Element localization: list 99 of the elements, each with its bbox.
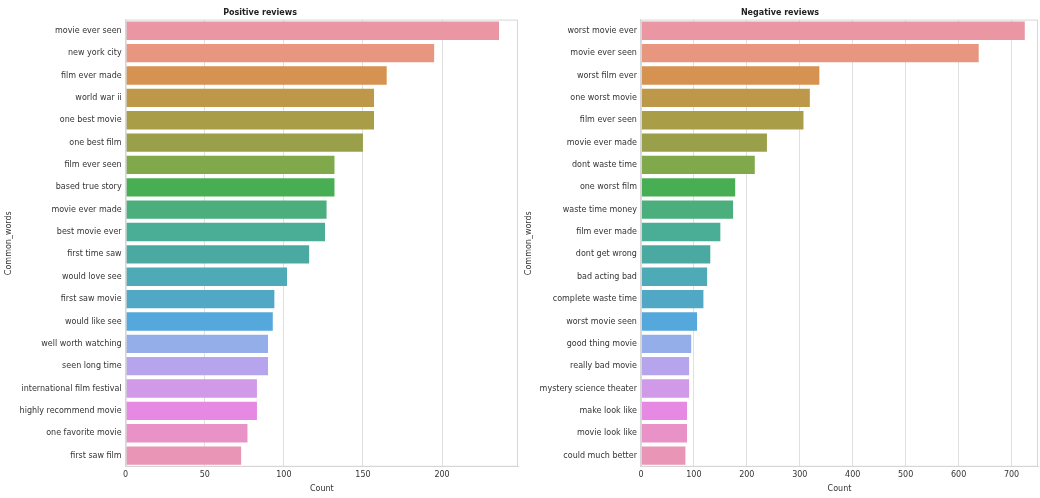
x-tick-label: 100 — [686, 469, 702, 479]
bar — [641, 289, 704, 309]
y-tick-label: one favorite movie — [46, 428, 122, 438]
bar — [126, 446, 242, 465]
y-tick-label: one worst movie — [570, 92, 638, 102]
bar — [126, 312, 273, 331]
bar — [126, 424, 248, 443]
bar — [126, 43, 435, 63]
y-tick-label: bad acting bad — [576, 271, 637, 281]
y-tick-label: movie ever seen — [55, 25, 122, 35]
bar — [641, 155, 755, 175]
bar — [641, 446, 686, 465]
x-tick-label: 50 — [199, 469, 210, 479]
bar — [641, 334, 692, 353]
y-tick-label: world war ii — [75, 92, 122, 102]
y-tick-label: new york city — [67, 48, 122, 58]
x-tick-label: 400 — [845, 469, 861, 479]
bar — [126, 133, 363, 152]
y-tick-label: could much better — [563, 450, 638, 460]
x-tick-label: 200 — [434, 469, 450, 479]
bar — [126, 401, 257, 421]
x-tick-label: 700 — [1003, 469, 1020, 479]
bar — [641, 133, 767, 152]
bar — [126, 379, 257, 398]
bar — [641, 222, 721, 242]
bar — [641, 245, 711, 264]
bar — [641, 21, 1025, 40]
x-axis-title: Count — [309, 484, 334, 494]
y-axis-title: Common_words — [523, 211, 533, 276]
y-tick-label: film ever seen — [64, 160, 122, 170]
y-tick-label: international film festival — [21, 383, 122, 393]
y-tick-label: based true story — [55, 182, 122, 192]
x-tick-label: 300 — [792, 469, 808, 479]
bar — [641, 357, 690, 376]
y-tick-label: would love see — [61, 271, 122, 281]
bar — [126, 178, 335, 197]
bar — [641, 200, 734, 219]
y-tick-label: film ever made — [576, 227, 638, 237]
x-tick-label: 500 — [898, 469, 914, 479]
bar — [641, 43, 979, 63]
y-tick-label: really bad movie — [570, 361, 638, 371]
y-tick-label: first saw film — [70, 450, 122, 460]
bar — [641, 178, 736, 197]
bar — [641, 66, 820, 85]
y-tick-label: make look like — [579, 405, 638, 415]
chart-title: Negative reviews — [740, 7, 820, 17]
x-tick-label: 200 — [739, 469, 755, 479]
bar — [641, 424, 687, 443]
bar — [641, 401, 687, 421]
y-tick-label: good thing movie — [566, 338, 638, 348]
bar — [641, 88, 810, 108]
x-tick-label: 0 — [638, 469, 644, 479]
y-tick-label: would like see — [65, 316, 122, 326]
y-tick-label: complete waste time — [552, 294, 638, 304]
y-tick-label: waste time money — [562, 204, 638, 214]
y-tick-label: movie ever made — [566, 137, 638, 147]
x-axis-title: Count — [827, 484, 852, 494]
y-tick-label: one worst film — [579, 182, 638, 192]
bar — [641, 267, 708, 286]
x-tick-label: 600 — [950, 469, 967, 479]
y-tick-label: one best movie — [59, 115, 122, 125]
y-tick-label: seen long time — [62, 361, 122, 371]
bar — [126, 111, 375, 130]
y-tick-label: worst movie ever — [567, 25, 638, 35]
y-axis-title: Common_words — [3, 211, 13, 276]
bar — [126, 66, 387, 85]
bar — [641, 111, 804, 130]
y-tick-label: movie look like — [576, 428, 638, 438]
y-tick-label: film ever seen — [579, 115, 637, 125]
bar — [126, 21, 500, 40]
y-tick-label: movie ever made — [51, 204, 122, 214]
bar — [126, 245, 310, 264]
y-tick-label: movie ever seen — [570, 48, 637, 58]
bar — [126, 357, 269, 376]
chart-title: Positive reviews — [223, 7, 298, 17]
bar — [126, 88, 375, 108]
y-tick-label: worst film ever — [576, 70, 638, 80]
bar — [126, 334, 269, 353]
bar — [126, 222, 325, 242]
bar — [126, 289, 275, 309]
y-tick-label: first time saw — [67, 249, 123, 259]
y-tick-label: highly recommend movie — [19, 405, 122, 415]
x-tick-label: 0 — [123, 469, 129, 479]
y-tick-label: film ever made — [60, 70, 122, 80]
y-tick-label: dont get wrong — [575, 249, 637, 259]
y-tick-label: well worth watching — [41, 338, 122, 348]
bar — [126, 155, 335, 175]
y-tick-label: mystery science theater — [539, 383, 638, 393]
bar — [641, 312, 698, 331]
x-tick-label: 100 — [276, 469, 292, 479]
y-tick-label: best movie ever — [56, 227, 123, 237]
bar — [126, 267, 288, 286]
y-tick-label: first saw movie — [60, 294, 122, 304]
y-tick-label: one best film — [69, 137, 122, 147]
bar — [126, 200, 327, 219]
y-tick-label: dont waste time — [571, 160, 638, 170]
x-tick-label: 150 — [355, 469, 371, 479]
bar — [641, 379, 690, 398]
y-tick-label: worst movie seen — [566, 316, 637, 326]
